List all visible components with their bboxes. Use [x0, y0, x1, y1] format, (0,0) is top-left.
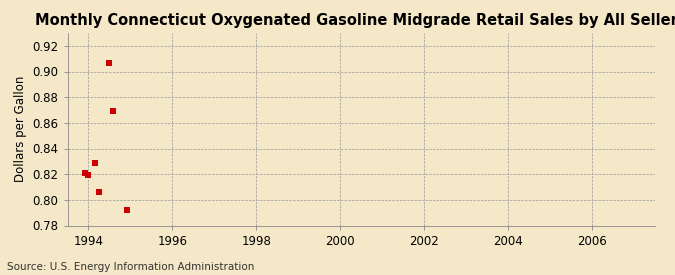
- Point: [80, 171, 90, 175]
- Title: Monthly Connecticut Oxygenated Gasoline Midgrade Retail Sales by All Sellers: Monthly Connecticut Oxygenated Gasoline …: [35, 13, 675, 28]
- Point: [90, 160, 101, 165]
- Point: [107, 109, 118, 114]
- Point: [122, 208, 132, 212]
- Point: [104, 60, 115, 65]
- Point: [83, 173, 94, 178]
- Text: Source: U.S. Energy Information Administration: Source: U.S. Energy Information Administ…: [7, 262, 254, 272]
- Point: [94, 190, 105, 194]
- Y-axis label: Dollars per Gallon: Dollars per Gallon: [14, 76, 27, 182]
